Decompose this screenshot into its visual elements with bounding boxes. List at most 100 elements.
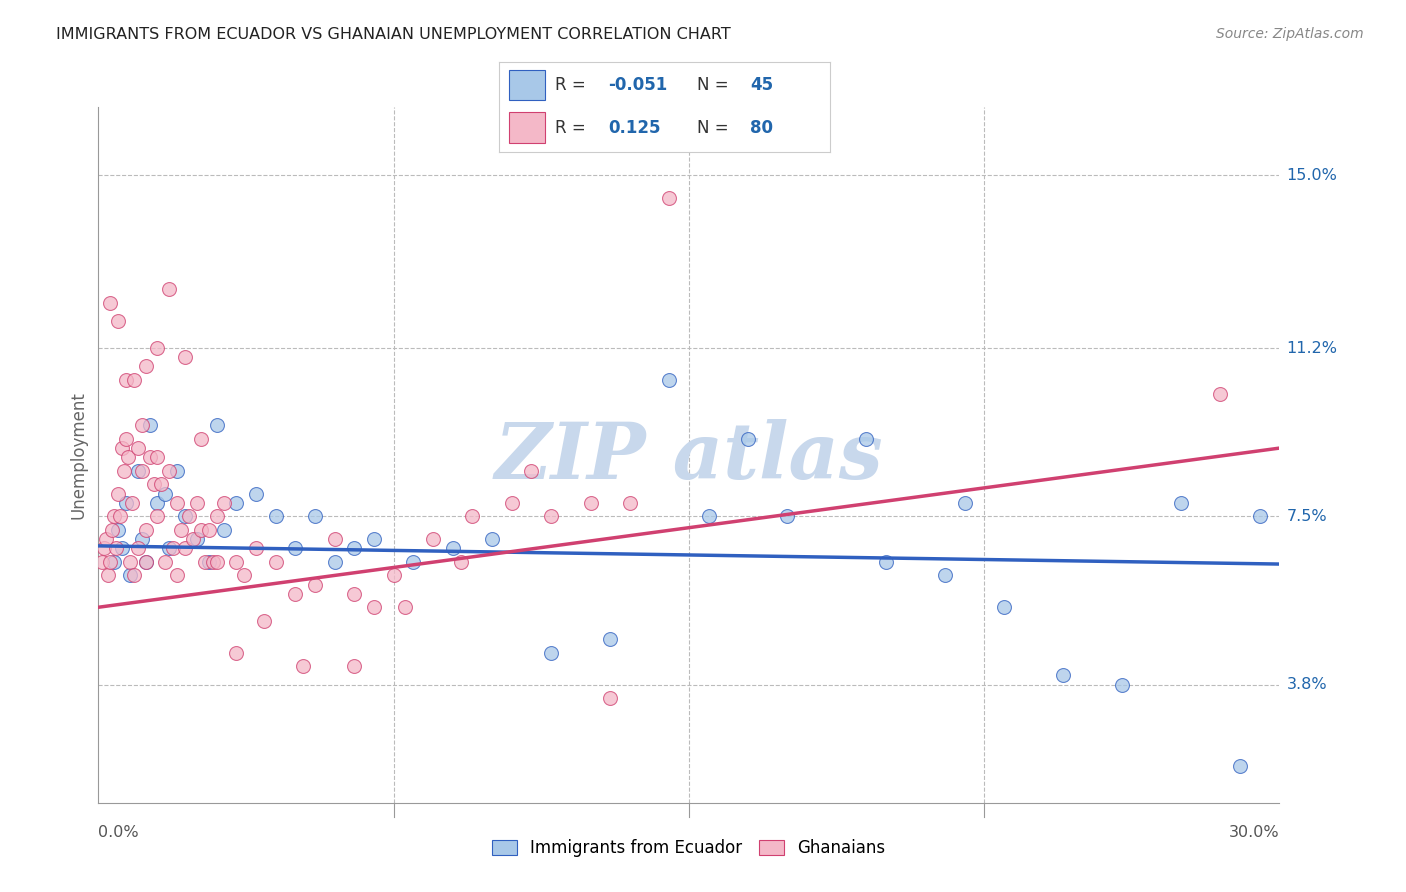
Text: 7.5%: 7.5% [1286, 508, 1327, 524]
Point [112, 464, 135, 478]
Point [142, 477, 165, 491]
Point [118, 555, 141, 569]
Point [170, 523, 193, 537]
Point [197, 555, 219, 569]
Point [953, 496, 976, 510]
Point [103, 509, 125, 524]
Point [122, 568, 145, 582]
Point [284, 541, 307, 556]
Point [101, 523, 124, 537]
Point [1229, 759, 1251, 773]
Point [162, 541, 184, 556]
Point [131, 418, 153, 433]
Point [127, 441, 149, 455]
Point [155, 486, 177, 500]
Point [599, 691, 621, 706]
Legend: Immigrants from Ecuador, Ghanaians: Immigrants from Ecuador, Ghanaians [485, 833, 893, 864]
Point [122, 373, 145, 387]
Point [619, 496, 641, 510]
Point [115, 496, 138, 510]
FancyBboxPatch shape [509, 112, 546, 143]
FancyBboxPatch shape [509, 70, 546, 100]
Point [115, 373, 138, 387]
Point [131, 464, 153, 478]
Point [121, 496, 143, 510]
Point [166, 568, 188, 582]
Point [146, 341, 169, 355]
Point [599, 632, 621, 646]
Point [245, 541, 267, 556]
Point [993, 600, 1015, 615]
Point [579, 496, 602, 510]
Text: 15.0%: 15.0% [1286, 168, 1337, 183]
Point [225, 496, 247, 510]
Point [108, 509, 131, 524]
Point [135, 555, 157, 569]
Point [107, 523, 129, 537]
Point [382, 568, 405, 582]
Point [501, 496, 523, 510]
Y-axis label: Unemployment: Unemployment [69, 391, 87, 519]
Text: 80: 80 [751, 119, 773, 136]
Point [205, 509, 228, 524]
Point [264, 509, 287, 524]
Text: ZIP atlas: ZIP atlas [495, 419, 883, 495]
Point [658, 373, 681, 387]
Point [422, 532, 444, 546]
Point [146, 450, 169, 465]
Text: IMMIGRANTS FROM ECUADOR VS GHANAIAN UNEMPLOYMENT CORRELATION CHART: IMMIGRANTS FROM ECUADOR VS GHANAIAN UNEM… [56, 27, 731, 42]
Point [97, 568, 120, 582]
Point [233, 568, 256, 582]
Point [138, 450, 160, 465]
Point [186, 496, 208, 510]
Point [225, 555, 247, 569]
Point [146, 496, 169, 510]
Point [481, 532, 503, 546]
Point [166, 464, 188, 478]
Point [131, 532, 153, 546]
Point [776, 509, 799, 524]
Point [157, 541, 180, 556]
Point [107, 486, 129, 500]
Point [174, 350, 197, 364]
Point [205, 418, 228, 433]
Point [98, 295, 121, 310]
Point [1170, 496, 1192, 510]
Point [205, 555, 228, 569]
Point [214, 523, 236, 537]
Point [174, 509, 197, 524]
Point [253, 614, 276, 628]
Point [304, 509, 326, 524]
Point [127, 464, 149, 478]
Text: R =: R = [555, 119, 592, 136]
Point [1052, 668, 1074, 682]
Text: 30.0%: 30.0% [1229, 825, 1279, 840]
Point [135, 523, 157, 537]
Point [150, 477, 173, 491]
Point [135, 555, 157, 569]
Text: R =: R = [555, 76, 592, 94]
Point [875, 555, 897, 569]
Point [96, 532, 118, 546]
Point [157, 464, 180, 478]
Point [304, 577, 326, 591]
Point [111, 441, 134, 455]
Point [138, 418, 160, 433]
Point [177, 509, 200, 524]
Point [363, 600, 385, 615]
Point [394, 600, 416, 615]
Point [323, 555, 346, 569]
Point [105, 541, 128, 556]
Text: 0.0%: 0.0% [98, 825, 139, 840]
Point [135, 359, 157, 374]
Point [245, 486, 267, 500]
Point [186, 532, 208, 546]
Point [284, 586, 307, 600]
Point [343, 541, 366, 556]
Point [1209, 386, 1232, 401]
Point [1249, 509, 1271, 524]
Point [225, 646, 247, 660]
Point [855, 432, 877, 446]
Point [450, 555, 472, 569]
Point [103, 555, 125, 569]
